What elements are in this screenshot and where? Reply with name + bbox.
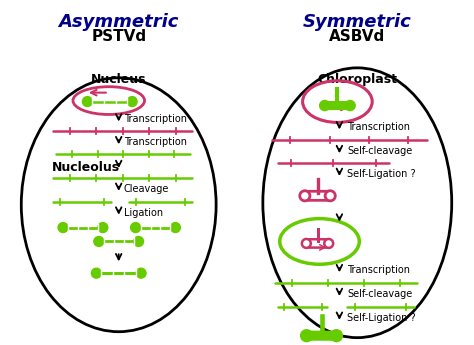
Text: Transcription: Transcription [124, 137, 187, 147]
Circle shape [127, 97, 137, 107]
Text: Transcription: Transcription [124, 115, 187, 125]
Ellipse shape [280, 219, 359, 264]
Circle shape [319, 100, 330, 111]
Circle shape [82, 97, 92, 107]
Text: Transcription: Transcription [347, 265, 410, 275]
Text: Self-cleavage: Self-cleavage [347, 289, 412, 299]
Circle shape [91, 268, 101, 278]
Circle shape [136, 268, 146, 278]
Circle shape [58, 223, 68, 233]
Circle shape [301, 330, 312, 342]
Text: PSTVd: PSTVd [91, 29, 146, 44]
Text: Asymmetric: Asymmetric [58, 13, 179, 31]
Text: Nucleus: Nucleus [91, 73, 146, 86]
Text: Transcription: Transcription [347, 122, 410, 132]
Circle shape [325, 191, 335, 201]
Circle shape [330, 330, 342, 342]
FancyBboxPatch shape [305, 239, 330, 248]
Text: Cleavage: Cleavage [124, 184, 169, 194]
FancyBboxPatch shape [305, 331, 338, 341]
Text: ASBVd: ASBVd [329, 29, 385, 44]
Text: Self-cleavage: Self-cleavage [347, 146, 412, 156]
Text: Self-Ligation ?: Self-Ligation ? [347, 169, 416, 179]
Circle shape [131, 223, 141, 233]
Circle shape [170, 223, 180, 233]
Text: Ligation: Ligation [124, 208, 163, 218]
Text: Nucleolus: Nucleolus [52, 161, 120, 174]
Text: Self-Ligation ?: Self-Ligation ? [347, 313, 416, 323]
Circle shape [98, 223, 108, 233]
Text: Chloroplast: Chloroplast [317, 73, 397, 86]
FancyBboxPatch shape [323, 101, 352, 110]
Circle shape [134, 236, 144, 246]
Circle shape [300, 191, 310, 201]
Circle shape [94, 236, 104, 246]
FancyBboxPatch shape [303, 191, 332, 200]
Text: Symmetric: Symmetric [303, 13, 411, 31]
Circle shape [345, 100, 355, 111]
Circle shape [324, 239, 333, 248]
Circle shape [302, 239, 311, 248]
